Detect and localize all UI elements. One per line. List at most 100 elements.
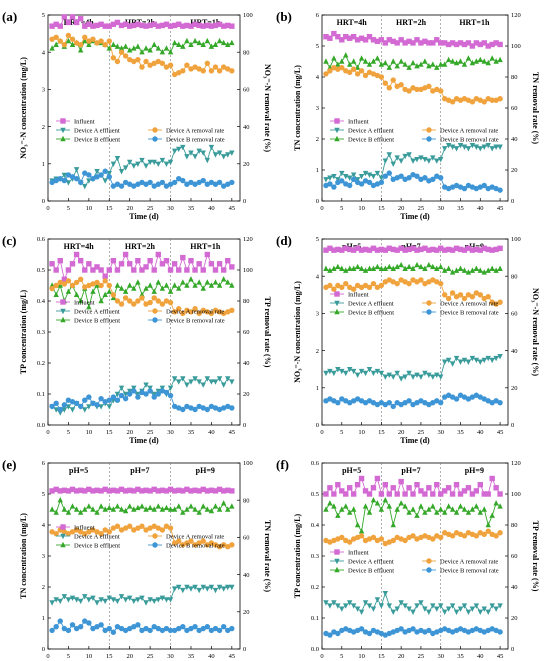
data-point <box>414 86 420 93</box>
data-point <box>418 61 424 67</box>
y-tick-label: 1 <box>42 615 45 622</box>
data-point <box>430 503 436 509</box>
series-influent <box>323 30 503 49</box>
data-point <box>102 42 108 48</box>
data-point <box>196 587 202 594</box>
data-point <box>147 488 153 494</box>
series-a-effluent <box>49 584 235 606</box>
data-point <box>118 49 125 55</box>
data-point <box>131 183 137 189</box>
data-point <box>65 627 72 634</box>
data-point <box>94 529 100 535</box>
data-point <box>354 71 361 77</box>
data-point <box>378 506 385 512</box>
data-point <box>69 282 76 289</box>
legend-marker <box>334 127 340 134</box>
data-point <box>212 625 219 632</box>
x-tick-label: 35 <box>188 429 195 436</box>
data-point <box>477 267 483 273</box>
data-point <box>135 504 141 511</box>
data-point <box>114 282 121 288</box>
data-point <box>216 406 223 413</box>
data-point <box>449 533 456 539</box>
data-point <box>163 64 170 70</box>
data-point <box>114 623 121 630</box>
legend-label: Device A removal rate <box>440 558 498 565</box>
data-point <box>73 279 80 286</box>
data-point <box>114 58 121 65</box>
data-point <box>382 497 389 503</box>
data-point <box>493 246 499 253</box>
data-point <box>118 625 125 632</box>
data-point <box>184 627 190 634</box>
legend-label: Device A effluent <box>348 127 394 134</box>
y-tick-label: 2 <box>316 136 319 143</box>
x-tick-label: 30 <box>437 653 444 660</box>
data-point <box>82 618 88 624</box>
data-point <box>406 606 412 612</box>
legend-label: Device A effluent <box>74 127 120 134</box>
data-point <box>118 22 125 29</box>
data-point <box>98 488 104 494</box>
data-point <box>167 392 174 399</box>
data-point <box>61 276 68 282</box>
y2-tick-label: 60 <box>243 535 250 542</box>
data-point <box>406 38 412 45</box>
x-tick-label: 45 <box>229 429 236 436</box>
data-point <box>204 406 211 413</box>
data-point <box>366 265 373 271</box>
data-point <box>477 482 483 488</box>
data-point <box>208 627 215 634</box>
y-tick-label: 4 <box>316 74 320 81</box>
data-point <box>323 506 329 512</box>
data-point <box>106 488 112 494</box>
data-point <box>208 540 215 546</box>
data-point <box>188 586 194 592</box>
data-point <box>430 246 436 253</box>
x-tick-label: 40 <box>208 205 215 212</box>
data-point <box>477 146 483 152</box>
legend-marker <box>152 127 158 133</box>
y2-tick-label: 40 <box>511 348 518 355</box>
data-point <box>155 23 161 29</box>
data-point <box>200 177 206 184</box>
data-point <box>82 397 88 403</box>
data-point <box>390 38 396 45</box>
data-point <box>453 609 460 615</box>
data-point <box>159 527 166 533</box>
data-point <box>229 488 235 494</box>
data-point <box>497 56 503 63</box>
data-point <box>61 281 68 287</box>
data-point <box>86 178 92 184</box>
data-point <box>118 285 125 291</box>
data-point <box>94 623 100 630</box>
y-tick-label: 3 <box>42 87 45 94</box>
data-point <box>139 503 145 509</box>
phase-label: pH=5 <box>342 242 361 251</box>
data-point <box>163 258 170 264</box>
y2-tick-label: 20 <box>243 609 250 616</box>
data-point <box>53 400 59 406</box>
data-point <box>77 258 84 264</box>
data-point <box>212 22 219 29</box>
data-point <box>122 627 129 634</box>
data-point <box>382 374 389 380</box>
data-point <box>184 307 190 313</box>
data-point <box>216 506 223 512</box>
phase-label: pH=7 <box>401 466 420 475</box>
data-point <box>489 55 495 61</box>
series-a-removal <box>323 528 503 547</box>
data-point <box>143 391 149 397</box>
data-point <box>438 40 444 46</box>
data-point <box>61 529 68 535</box>
data-point <box>382 40 389 46</box>
data-point <box>131 506 137 512</box>
data-point <box>441 509 448 515</box>
data-point <box>188 309 194 315</box>
data-point <box>53 34 59 41</box>
data-point <box>366 603 373 609</box>
data-point <box>196 627 202 634</box>
data-point <box>323 247 329 253</box>
data-point <box>374 597 381 603</box>
data-point <box>441 247 448 253</box>
